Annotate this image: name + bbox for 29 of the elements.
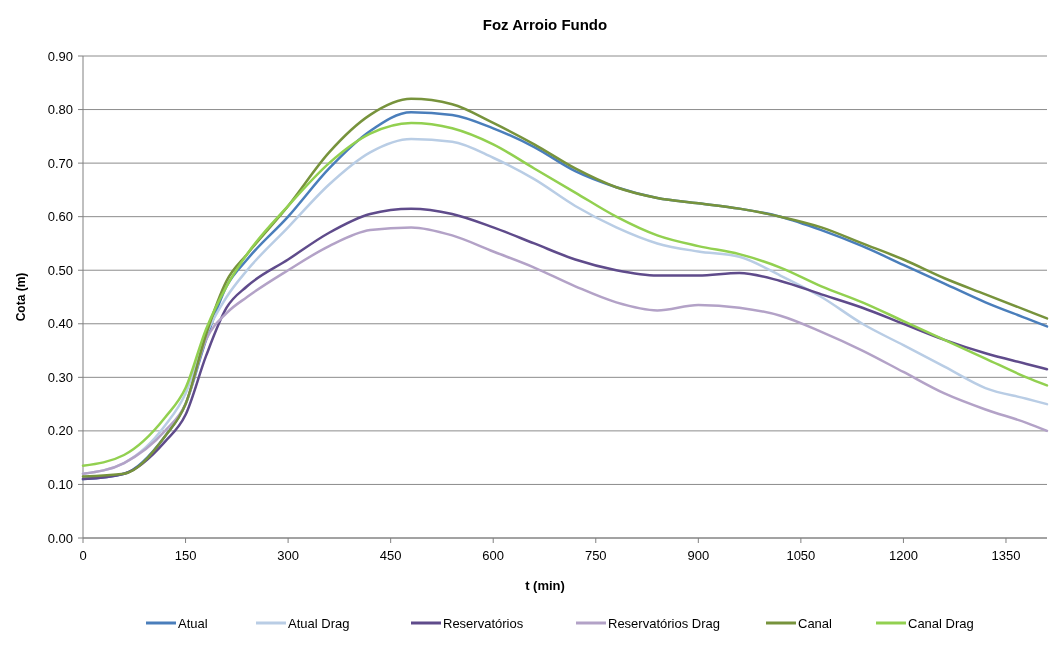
legend-label: Atual Drag: [288, 615, 350, 631]
y-tick-label: 0.10: [47, 476, 73, 492]
x-tick-label: 450: [379, 548, 402, 563]
legend-label: Canal Drag: [908, 615, 974, 631]
y-tick-label: 0.20: [47, 423, 73, 439]
x-tick-label: 750: [584, 548, 607, 563]
x-tick-label: 300: [277, 548, 299, 563]
x-tick-label: 1200: [888, 548, 918, 563]
y-tick-label: 0.50: [47, 262, 73, 278]
x-tick-label: 1050: [786, 548, 816, 563]
y-tick-label: 0.90: [47, 48, 73, 64]
y-tick-label: 0.00: [47, 530, 73, 546]
chart-title: Foz Arroio Fundo: [482, 16, 608, 33]
x-tick-label: 900: [687, 548, 710, 563]
x-axis-title: t (min): [525, 578, 565, 593]
x-tick-label: 0: [79, 548, 87, 563]
y-axis-title: Cota (m): [14, 272, 28, 322]
legend-label: Reservatórios Drag: [608, 615, 720, 631]
y-tick-label: 0.80: [47, 102, 73, 118]
x-tick-label: 1350: [991, 548, 1021, 563]
y-tick-label: 0.60: [47, 209, 73, 225]
x-tick-label: 150: [174, 548, 197, 563]
legend-label: Atual: [178, 615, 208, 631]
x-tick-label: 600: [482, 548, 505, 563]
y-tick-label: 0.70: [47, 155, 73, 171]
y-tick-label: 0.30: [47, 369, 73, 385]
legend-label: Reservatórios: [443, 615, 524, 631]
legend-label: Canal: [798, 615, 833, 631]
y-tick-label: 0.40: [47, 316, 73, 332]
